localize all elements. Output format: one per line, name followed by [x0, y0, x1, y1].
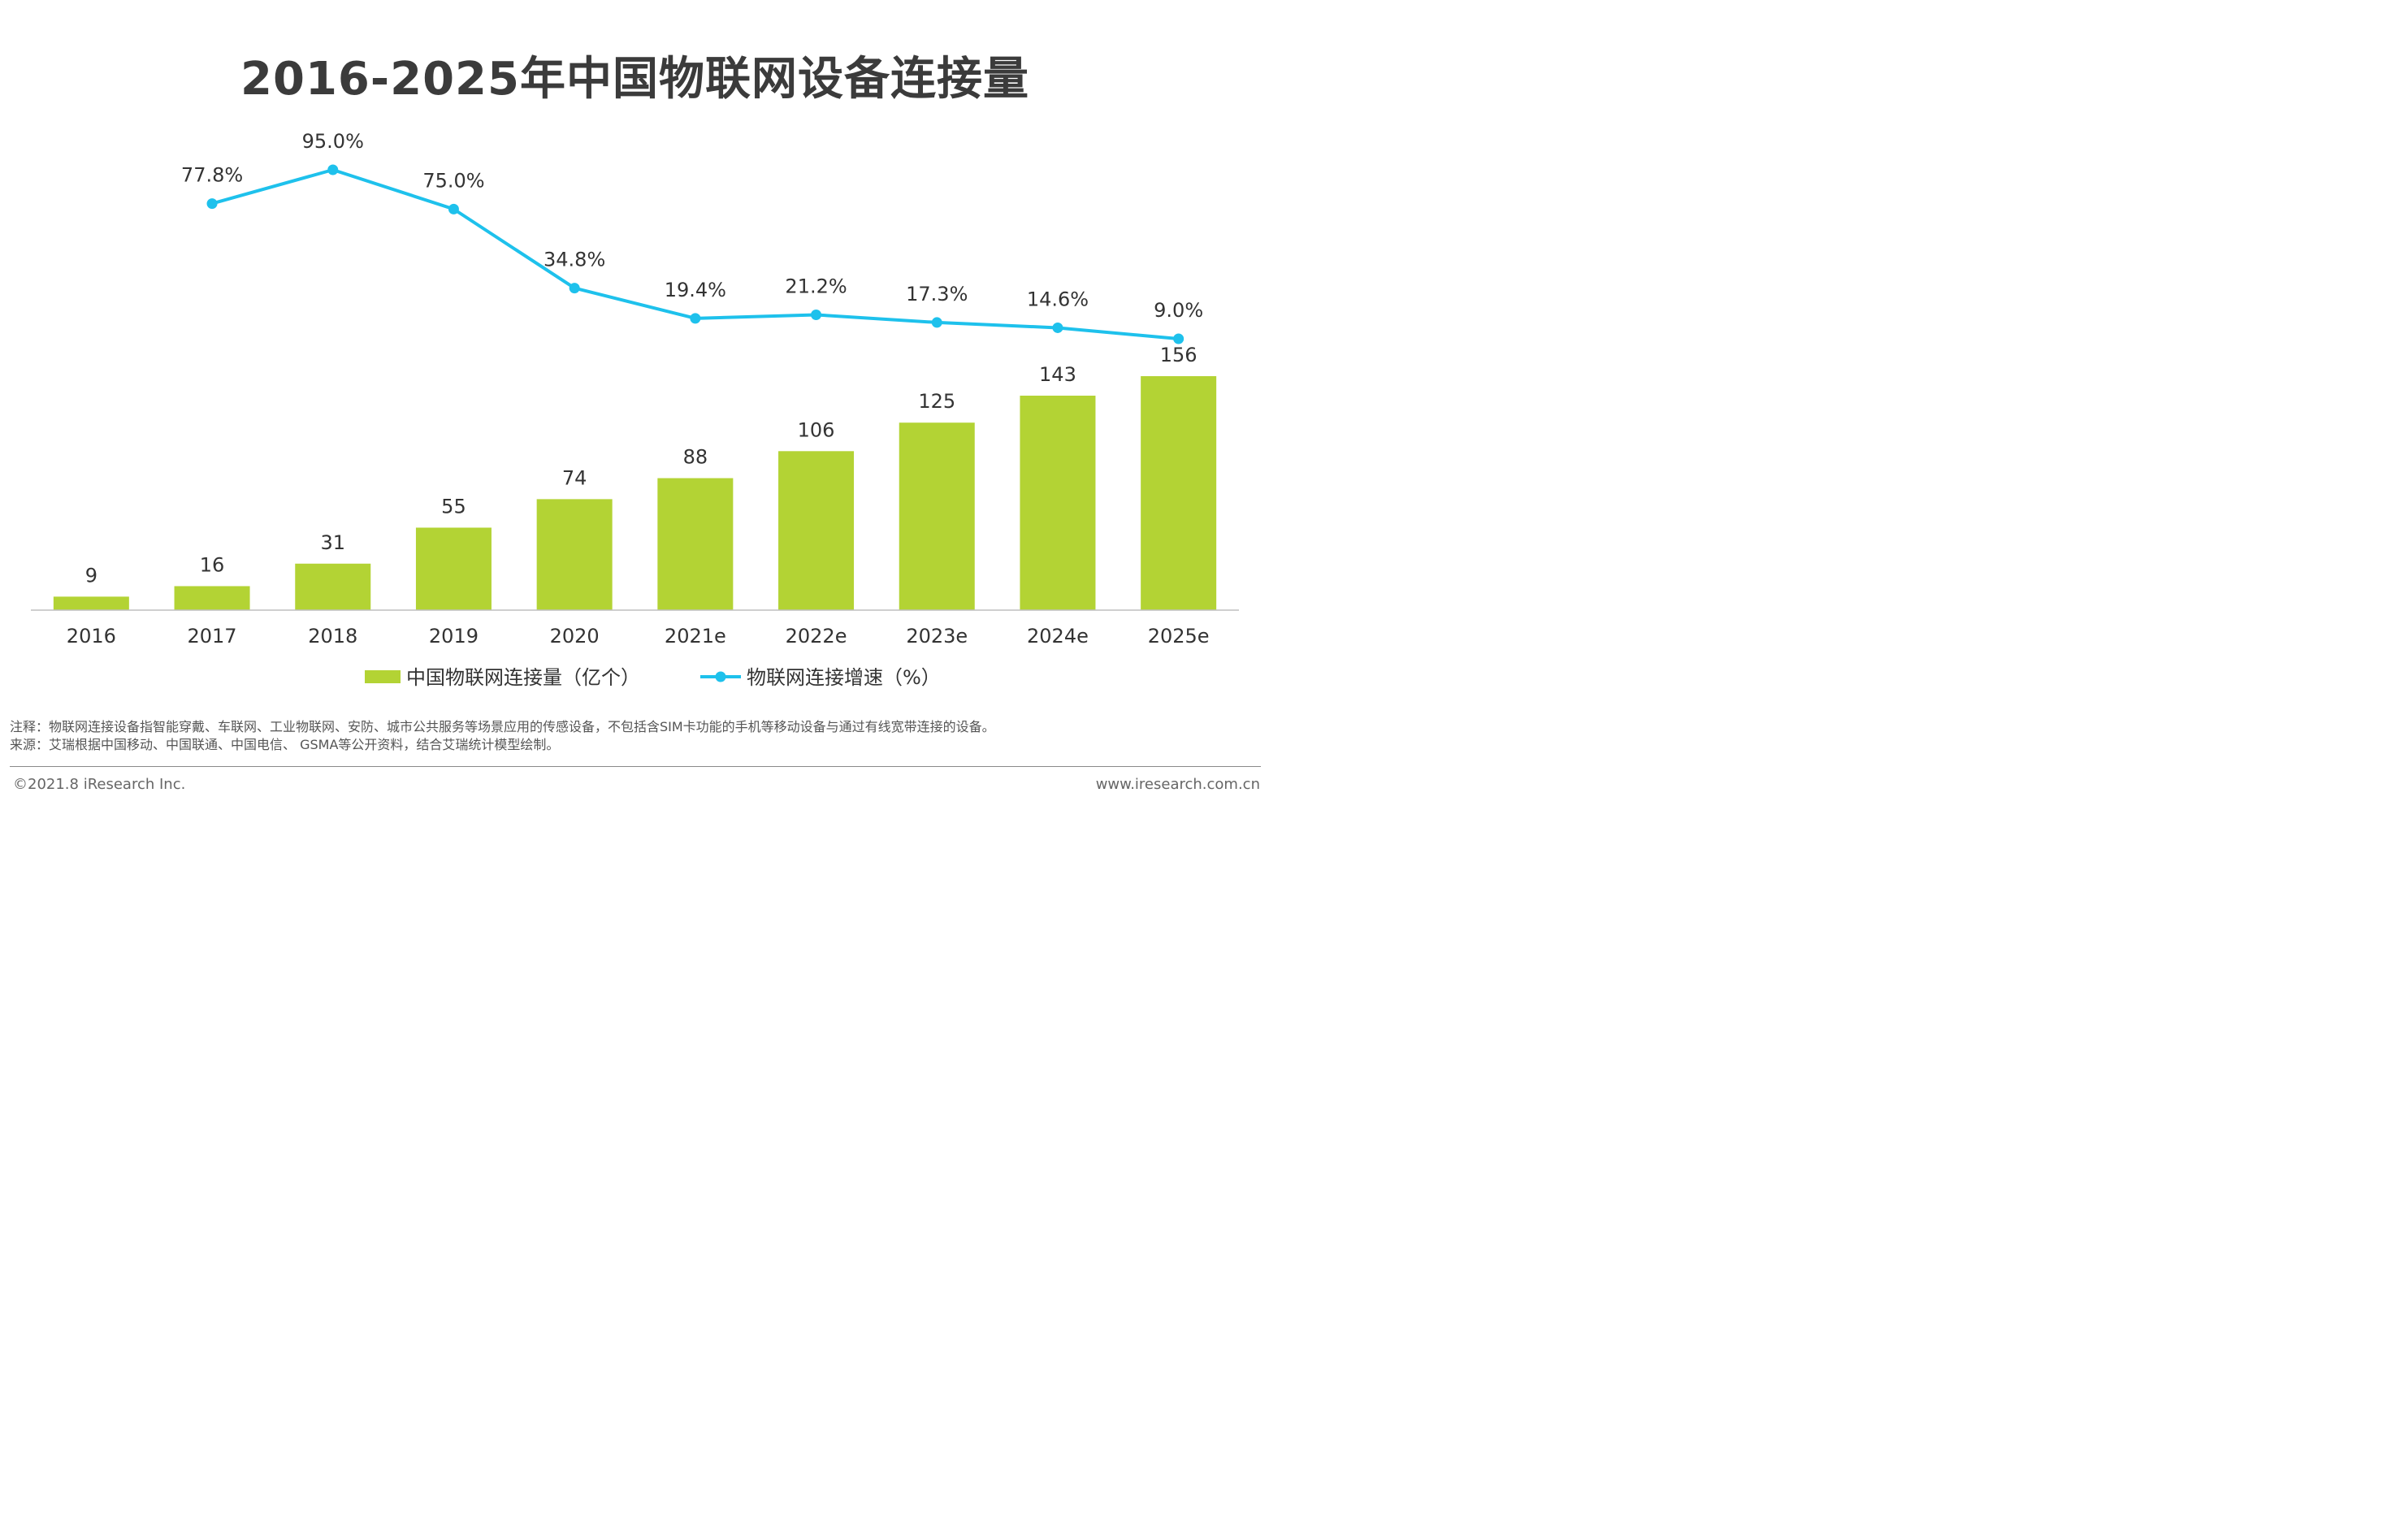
x-tick-label: 2024e — [1027, 625, 1089, 648]
growth-value-label: 95.0% — [302, 130, 364, 153]
growth-point-2022e — [811, 309, 822, 320]
growth-value-label: 75.0% — [422, 169, 484, 192]
legend-line-label: 物联网连接增速（%） — [747, 666, 941, 689]
growth-value-label: 21.2% — [785, 275, 847, 297]
bar-value-label: 55 — [441, 495, 466, 518]
growth-point-2025e — [1173, 333, 1185, 344]
chart: 9 16 31 55 74 88 106 125 143 156 2016 2017 2018 2019 2… — [31, 130, 1239, 689]
growth-point-2024e — [1052, 322, 1063, 333]
x-tick-label: 2018 — [308, 625, 357, 648]
x-tick-label: 2019 — [429, 625, 479, 648]
bar-2025e — [1141, 376, 1217, 610]
x-tick-label: 2023e — [906, 625, 968, 648]
website-link[interactable]: www.iresearch.com.cn — [1095, 776, 1260, 793]
bar-2020 — [536, 499, 613, 610]
bar-2016 — [53, 596, 129, 610]
bar-2023e — [899, 422, 975, 610]
bar-2024e — [1020, 396, 1096, 610]
bar-value-label: 74 — [562, 466, 587, 489]
bar-2022e — [778, 451, 855, 610]
growth-value-label: 17.3% — [906, 283, 968, 305]
bar-2021e — [657, 478, 734, 610]
x-tick-label: 2025e — [1148, 625, 1210, 648]
x-tick-label: 2017 — [188, 625, 237, 648]
legend-line-marker — [715, 671, 726, 682]
bar-value-label: 9 — [85, 564, 97, 587]
bar-value-label: 125 — [918, 390, 955, 413]
growth-value-label: 9.0% — [1154, 299, 1203, 322]
growth-point-2021e — [690, 313, 701, 324]
source-text: 来源：艾瑞根据中国移动、中国联通、中国电信、 GSMA等公开资料，结合艾瑞统计模… — [10, 737, 560, 752]
bar-value-label: 16 — [200, 553, 225, 576]
bar-value-label: 88 — [683, 446, 708, 469]
notes: 注释：物联网连接设备指智能穿戴、车联网、工业物联网、安防、城市公共服务等场景应用… — [10, 718, 995, 754]
bar-value-label: 31 — [320, 531, 345, 554]
growth-point-2017 — [206, 198, 218, 210]
bar-2017 — [174, 586, 250, 610]
bar-value-label: 143 — [1039, 363, 1076, 386]
legend-bar-label: 中国物联网连接量（亿个） — [406, 666, 640, 689]
bar-value-label: 156 — [1160, 344, 1198, 366]
x-tick-label: 2022e — [786, 625, 847, 648]
footer-divider — [10, 766, 1261, 767]
x-tick-label: 2021e — [665, 625, 726, 648]
copyright-text: ©2021.8 iResearch Inc. — [13, 776, 186, 793]
chart-title: 2016-2025年中国物联网设备连接量 — [240, 53, 1029, 106]
growth-point-2018 — [327, 164, 339, 175]
growth-value-label: 19.4% — [665, 279, 726, 301]
growth-value-label: 14.6% — [1027, 288, 1089, 310]
growth-point-2019 — [448, 203, 459, 214]
growth-point-2020 — [569, 283, 580, 294]
x-tick-label: 2016 — [67, 625, 116, 648]
bar-2018 — [295, 563, 371, 610]
growth-point-2023e — [931, 317, 942, 328]
growth-value-label: 77.8% — [181, 164, 243, 187]
growth-value-label: 34.8% — [544, 249, 605, 271]
x-tick-label: 2020 — [550, 625, 600, 648]
legend-bar-swatch — [365, 670, 401, 683]
bar-2019 — [415, 527, 492, 610]
note-text: 注释：物联网连接设备指智能穿戴、车联网、工业物联网、安防、城市公共服务等场景应用… — [10, 719, 995, 734]
bar-value-label: 106 — [798, 418, 835, 441]
